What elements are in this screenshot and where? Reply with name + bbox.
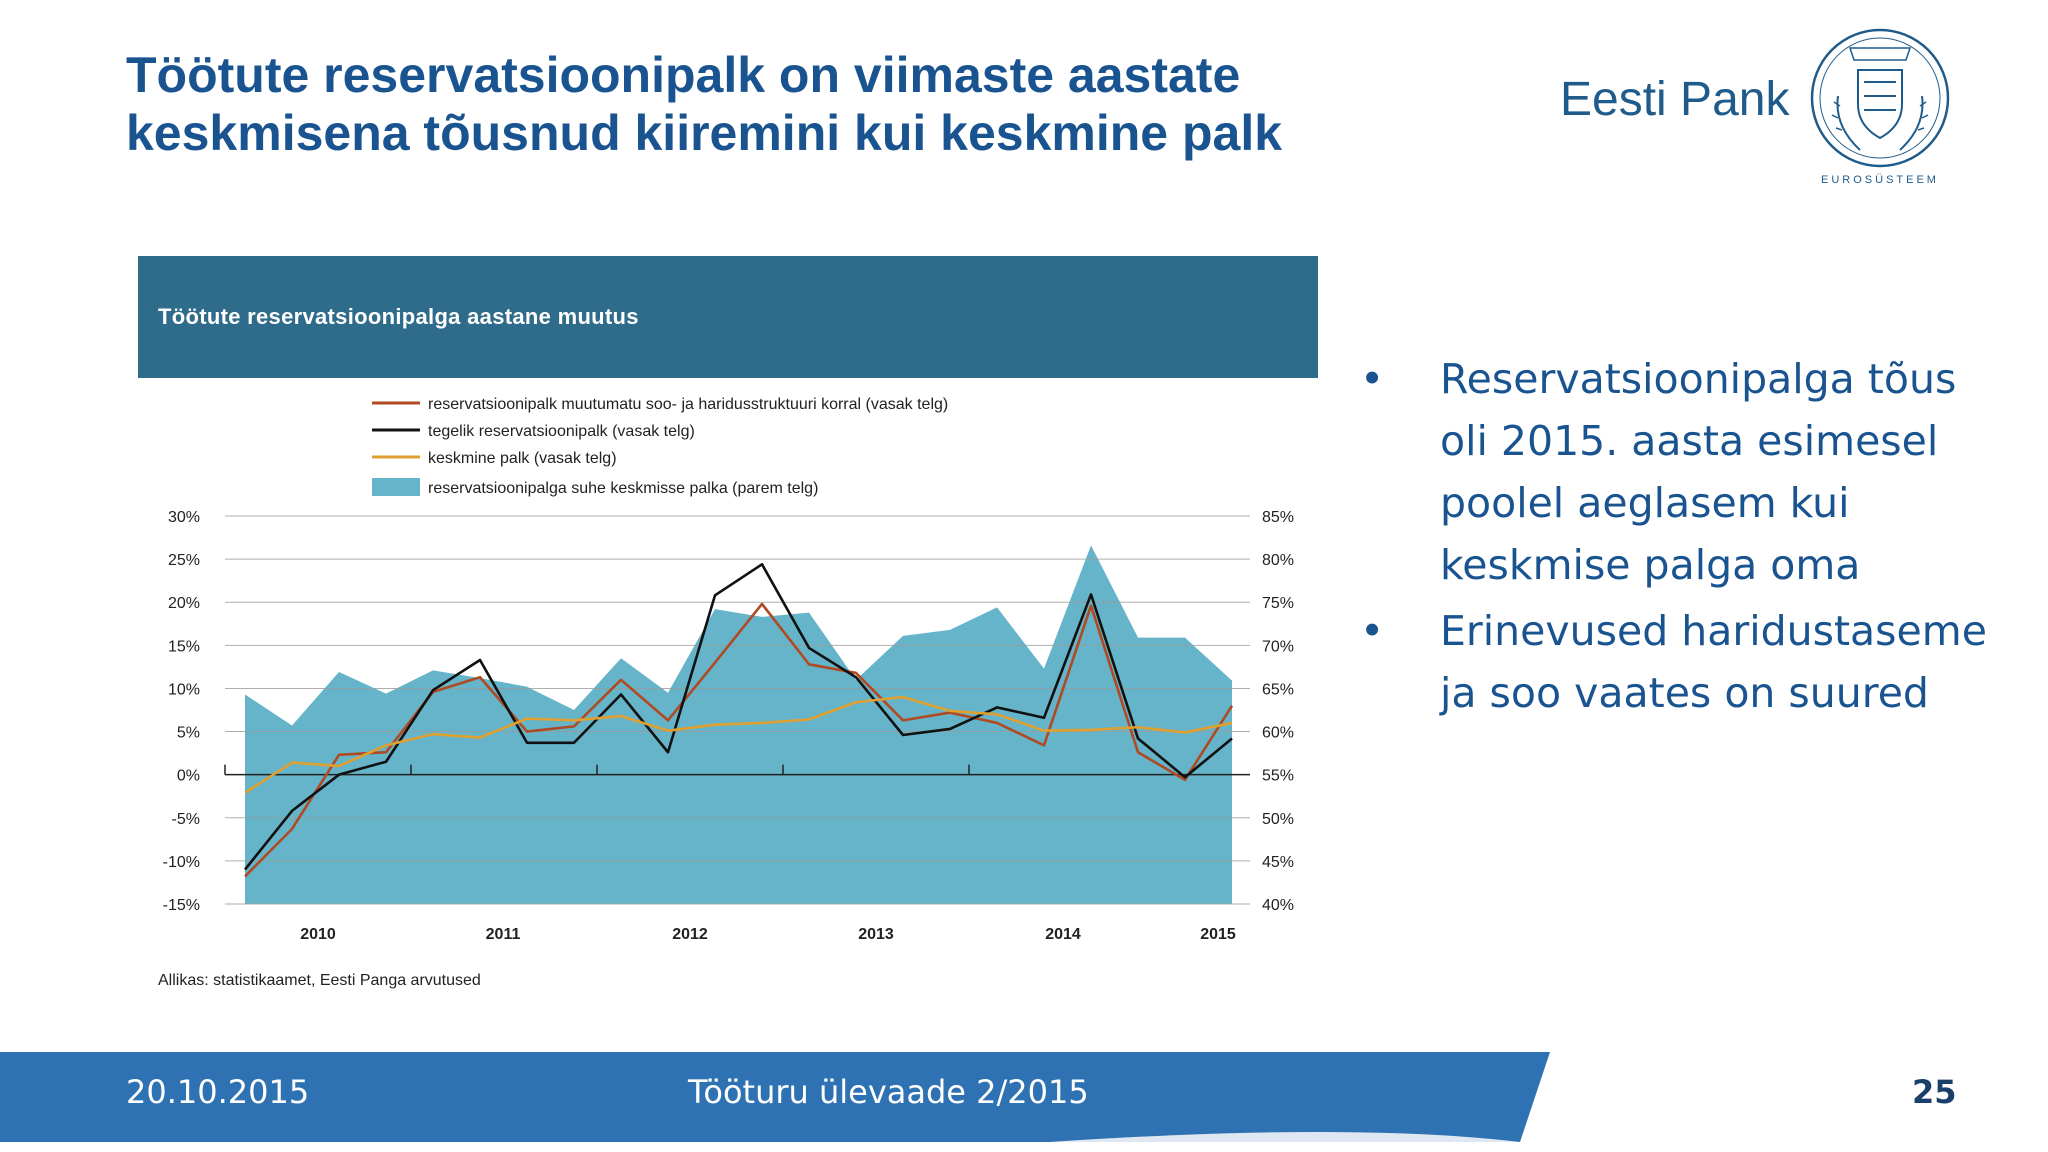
y-left-tick-label: 20% <box>168 595 200 612</box>
y-right-tick-label: 50% <box>1262 811 1294 828</box>
y-right-tick-label: 75% <box>1262 595 1294 612</box>
footer-title: Tööturu ülevaade 2/2015 <box>688 1073 1089 1111</box>
x-tick-label: 2013 <box>858 926 894 943</box>
bullet-item: • Reservatsioonipalga tõus oli 2015. aast… <box>1360 348 2000 596</box>
bullet-dot: • <box>1360 607 1385 655</box>
y-left-tick-label: 15% <box>168 638 200 655</box>
eesti-pank-seal-logo <box>1810 28 1950 168</box>
x-tick-label: 2010 <box>300 926 336 943</box>
chart-title: Töötute reservatsioonipalga aastane muut… <box>158 304 639 329</box>
seal-caption: EUROSÜSTEEM <box>1821 174 1939 186</box>
y-left-tick-label: 10% <box>168 681 200 698</box>
y-right-tick-label: 85% <box>1262 509 1294 526</box>
slide-title-line-2: keskmisena tõusnud kiiremini kui keskmin… <box>126 105 1283 161</box>
bullet-item: • Erinevused haridustaseme ja soo vaates … <box>1360 600 2000 724</box>
source-note: Allikas: statistikaamet, Eesti Panga arv… <box>158 972 481 989</box>
page-number: 25 <box>1912 1073 1957 1111</box>
brand-name: Eesti Pank <box>1560 73 1790 126</box>
y-right-tick-label: 65% <box>1262 681 1294 698</box>
y-left-tick-label: -10% <box>163 854 200 871</box>
bullet-list: • Reservatsioonipalga tõus oli 2015. aast… <box>1360 348 2000 728</box>
line-series <box>243 562 1233 871</box>
legend-label: reservatsioonipalga suhe keskmisse palka… <box>428 480 818 497</box>
x-tick-label: 2011 <box>486 926 521 943</box>
y-right-tick-label: 60% <box>1262 725 1294 742</box>
legend-label: reservatsioonipalk muutumatu soo- ja har… <box>428 396 948 413</box>
chart-header: Töötute reservatsioonipalga aastane muut… <box>138 256 1318 378</box>
bullet-text: Reservatsioonipalga tõus oli 2015. aasta… <box>1440 355 1957 589</box>
x-tick-label: 2015 <box>1200 926 1236 943</box>
bullet-dot: • <box>1360 355 1385 403</box>
line-series <box>244 602 1234 878</box>
y-left-tick-label: -5% <box>172 811 200 828</box>
slide-title: Töötute reservatsioonipalk on viimaste a… <box>126 46 1426 162</box>
legend-label: keskmine palk (vasak telg) <box>428 450 617 467</box>
legend-swatch <box>372 478 420 496</box>
y-right-tick-label: 40% <box>1262 897 1294 914</box>
y-right-tick-label: 55% <box>1262 768 1294 785</box>
footer-date: 20.10.2015 <box>126 1073 310 1111</box>
y-left-tick-label: 25% <box>168 552 200 569</box>
y-left-tick-label: 5% <box>177 725 200 742</box>
y-left-tick-label: -15% <box>163 897 200 914</box>
y-left-tick-label: 30% <box>168 509 200 526</box>
slide-title-line-1: Töötute reservatsioonipalk on viimaste a… <box>126 47 1241 103</box>
y-right-tick-label: 80% <box>1262 552 1294 569</box>
y-right-tick-label: 45% <box>1262 854 1294 871</box>
legend-label: tegelik reservatsioonipalk (vasak telg) <box>428 423 695 440</box>
x-tick-label: 2012 <box>672 926 708 943</box>
y-right-tick-label: 70% <box>1262 638 1294 655</box>
bullet-text: Erinevused haridustaseme ja soo vaates o… <box>1440 607 1987 717</box>
line-series <box>244 695 1233 794</box>
y-left-tick-label: 0% <box>177 768 200 785</box>
footer-band <box>0 1052 1550 1142</box>
x-tick-label: 2014 <box>1045 926 1081 943</box>
